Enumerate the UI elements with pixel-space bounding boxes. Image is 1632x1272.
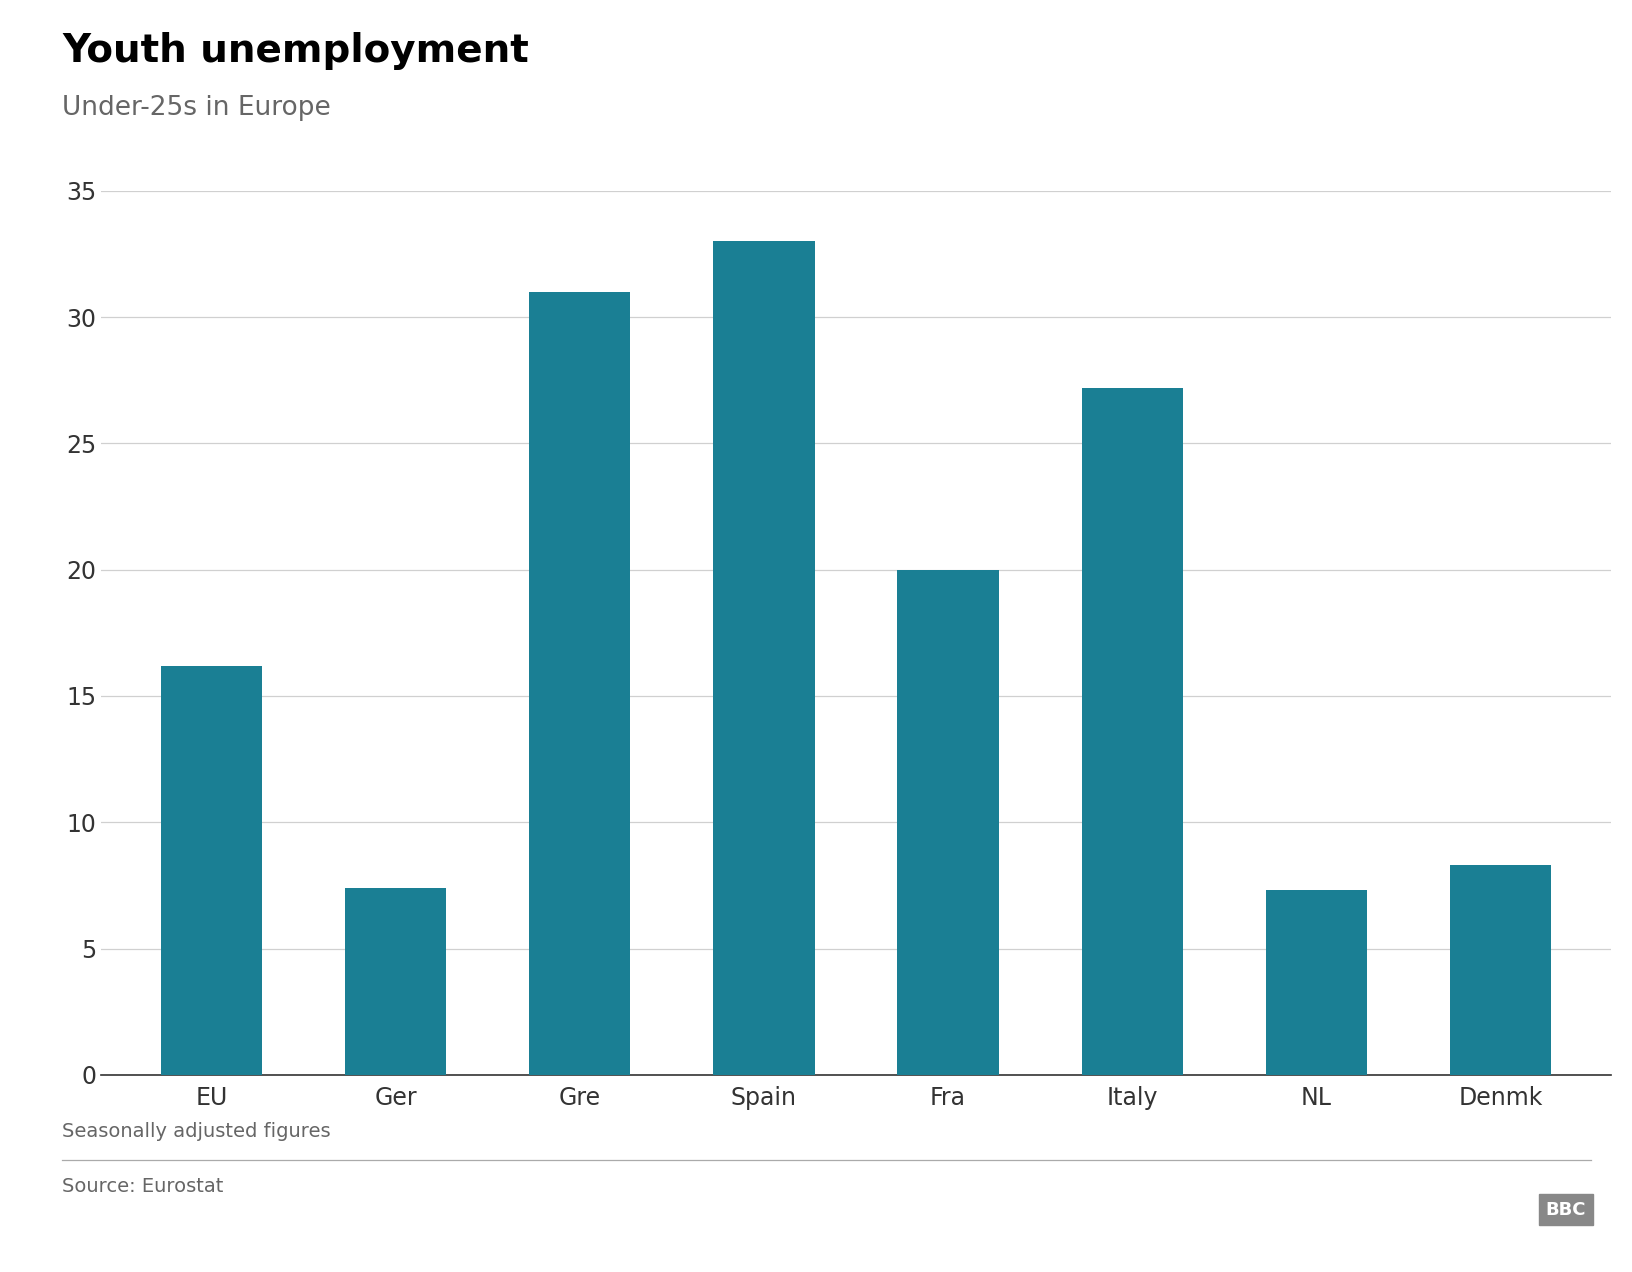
Text: BBC: BBC xyxy=(1546,1201,1586,1219)
Bar xyxy=(1265,890,1368,1075)
Bar xyxy=(344,888,447,1075)
Bar xyxy=(713,242,814,1075)
Bar xyxy=(1449,865,1550,1075)
Text: Seasonally adjusted figures: Seasonally adjusted figures xyxy=(62,1122,331,1141)
Bar xyxy=(898,570,999,1075)
Text: Source: Eurostat: Source: Eurostat xyxy=(62,1177,224,1196)
Bar xyxy=(1082,388,1183,1075)
Bar xyxy=(162,665,263,1075)
Text: Youth unemployment: Youth unemployment xyxy=(62,32,529,70)
Text: Under-25s in Europe: Under-25s in Europe xyxy=(62,95,331,121)
Bar xyxy=(529,291,630,1075)
